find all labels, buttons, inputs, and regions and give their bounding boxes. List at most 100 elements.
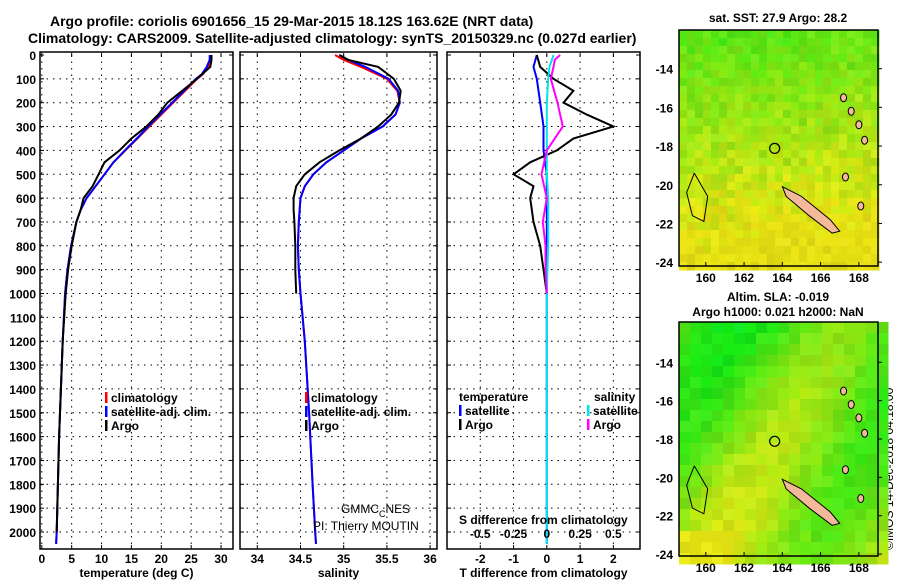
map-cell [703,126,712,135]
map-cell [751,198,760,207]
map-cell [712,388,724,400]
depth-tick-label: 200 [16,97,36,111]
map-cell [807,110,816,119]
map-cell [701,377,713,389]
map-cell [815,230,824,239]
map-cell [877,487,889,499]
map-cell [783,38,792,47]
map-cell [863,110,872,119]
depth-tick-label: 2000 [9,526,36,540]
map-cell [839,110,848,119]
map-cell [783,158,792,167]
map-cell [811,344,823,356]
map-cell [800,410,812,422]
map-cell [823,150,832,159]
lat-tick-label: -24 [656,256,674,270]
map-cell [701,531,713,543]
map-cell [811,322,823,334]
map-cell [863,222,872,231]
map-cell [871,30,880,39]
map-cell [831,246,840,255]
map-cell [807,94,816,103]
map-cell [723,476,735,488]
map-cell [751,206,760,215]
legend-label-temperature: Argo [465,418,493,432]
map-cell [727,166,736,175]
map-cell [695,54,704,63]
legend-swatch [305,392,308,403]
map-cell [877,322,889,334]
map-cell [735,70,744,79]
map-cell [807,254,816,263]
map-cell [833,421,845,433]
map-cell [811,509,823,521]
map-cell [727,94,736,103]
map-cell [855,222,864,231]
map-cell [833,432,845,444]
series-climatology [55,55,212,544]
map-cell [767,465,779,477]
map-cell [687,254,696,263]
map-cell [735,62,744,71]
map-cell [719,222,728,231]
map-cell [783,118,792,127]
map-cell [807,54,816,63]
lon-tick-label: 160 [696,271,716,285]
island [855,120,863,130]
map-cell [719,134,728,143]
map-cell [679,443,691,455]
map-cell [791,62,800,71]
map-cell [775,126,784,135]
legend-swatch [105,406,108,417]
map-cell [759,38,768,47]
map-cell [844,476,856,488]
map-cell [839,38,848,47]
map-cell [695,118,704,127]
map-cell [735,134,744,143]
map-cell [703,182,712,191]
map-cell [783,46,792,55]
map-cell [871,246,880,255]
map-cell [703,254,712,263]
map-cell [799,150,808,159]
map-cell [687,102,696,111]
map-cell [712,476,724,488]
map-cell [703,38,712,47]
map-cell [743,134,752,143]
map-cell [695,126,704,135]
map-cell [723,487,735,499]
plot-frame [239,51,438,550]
map-cell [687,222,696,231]
map-cell [690,344,702,356]
map-cell [703,158,712,167]
map-cell [711,230,720,239]
map-cell [866,509,878,521]
map-cell [701,410,713,422]
depth-tick-label: 1700 [9,454,36,468]
map-cell [690,443,702,455]
map-cell [823,30,832,39]
map-cell [695,46,704,55]
map-cell [723,465,735,477]
map-cell [734,399,746,411]
map-cell [679,399,691,411]
depth-tick-label: 600 [16,192,36,206]
map-cell [679,142,688,151]
map-cell [871,190,880,199]
map-cell [712,509,724,521]
map-cell [822,432,834,444]
map-cell [695,142,704,151]
map-cell [783,142,792,151]
map-cell [767,110,776,119]
map-cell [863,150,872,159]
map-cell [727,206,736,215]
map-cell [831,158,840,167]
map-cell [756,553,768,565]
map-cell [815,246,824,255]
map-cell [807,190,816,199]
map-cell [735,238,744,247]
map-cell [847,222,856,231]
map-cell [855,344,867,356]
map-cell [839,142,848,151]
map-cell [759,158,768,167]
